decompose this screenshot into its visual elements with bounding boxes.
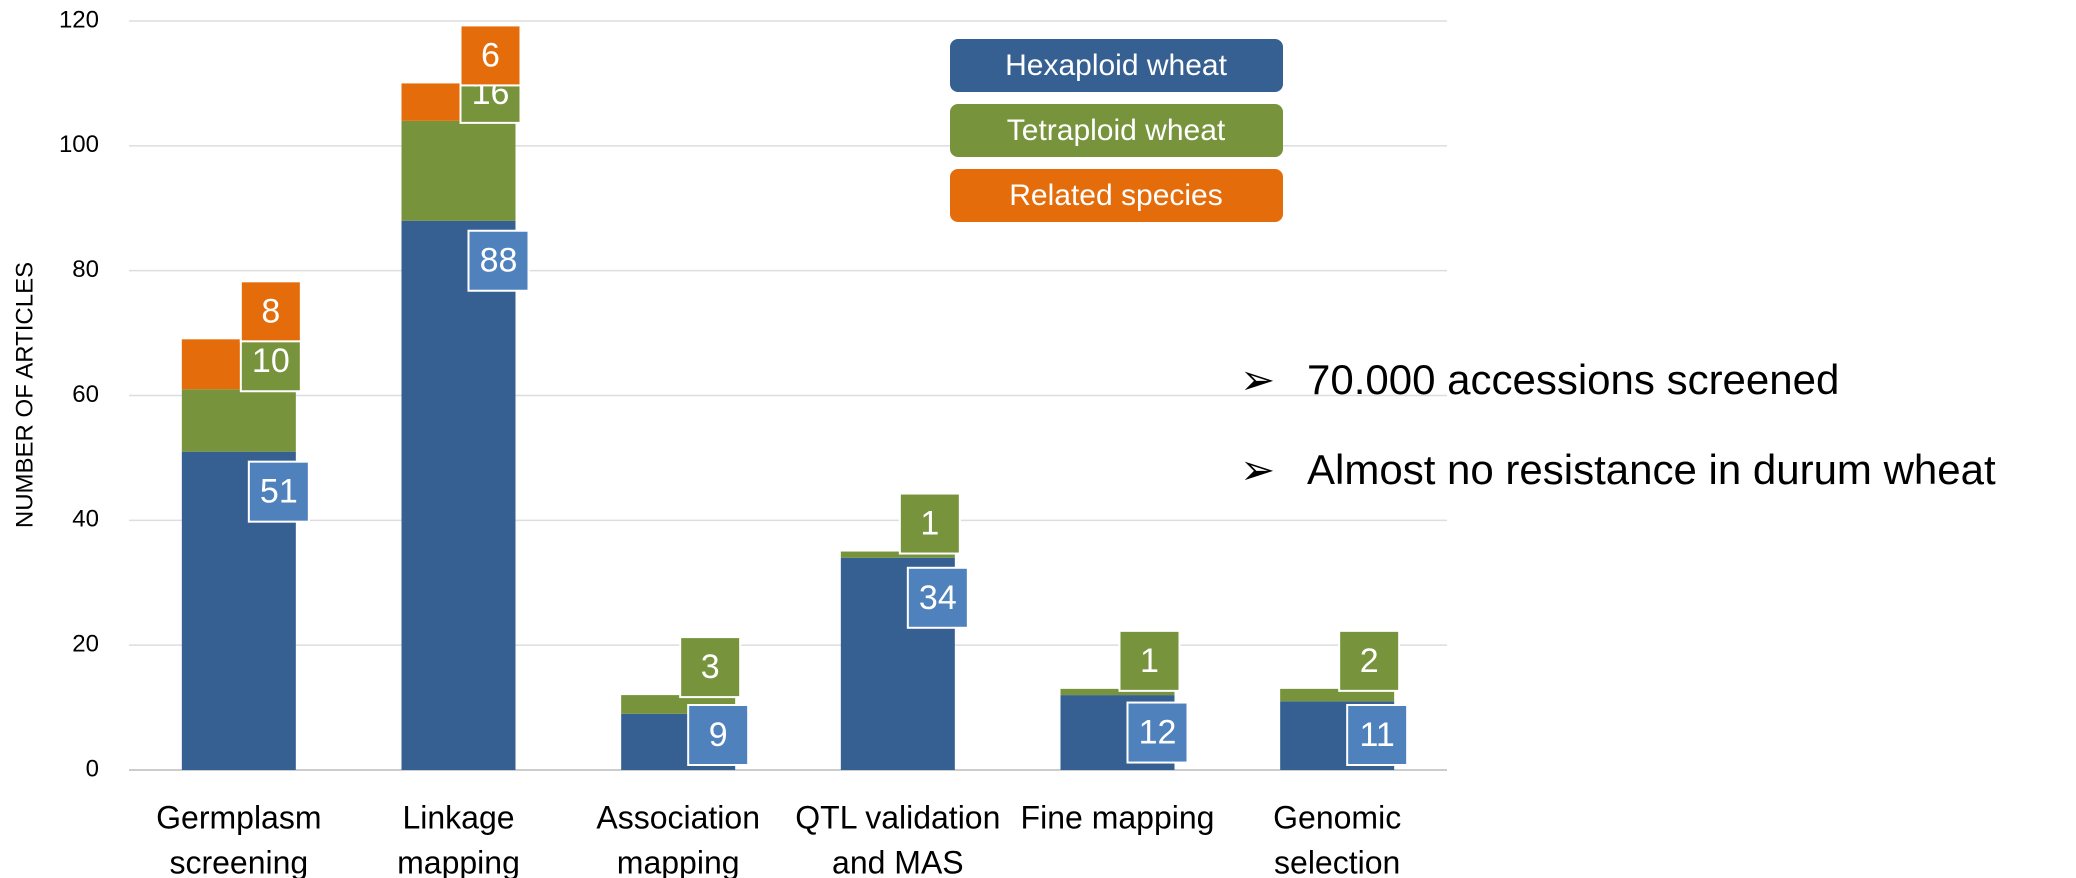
data-label-box [687,704,750,766]
x-tick-label: QTL validation [795,799,1000,835]
x-tick-label: and MAS [832,844,964,878]
data-label-box [1346,704,1409,766]
data-label-box [679,636,742,699]
data-label: 10 [252,342,290,380]
data-label-box [247,460,310,523]
y-tick-label: 100 [59,131,99,158]
legend-swatch [950,169,1283,222]
data-label-box [239,280,302,343]
y-tick-label: 80 [72,256,99,283]
data-label-box [467,229,530,292]
y-axis-label: NUMBER OF ARTICLES [11,262,38,528]
data-label-box [1126,701,1189,764]
legend-label: Tetraploid wheat [1007,114,1226,147]
data-label-box [1338,629,1401,692]
bullet-arrow: ➢ [1240,446,1275,493]
legend-swatch [950,104,1283,157]
y-tick-label: 40 [72,506,99,533]
legend-label: Hexaploid wheat [1005,49,1227,82]
x-tick-label: screening [169,844,308,878]
bar-segment [1060,688,1175,696]
legend-swatch [950,39,1283,92]
y-tick-label: 60 [72,381,99,408]
data-label: 2 [1360,642,1379,680]
bar-segment [1280,688,1395,702]
data-label-box [906,566,969,629]
data-label: 12 [1139,714,1177,752]
x-tick-label: Fine mapping [1021,799,1215,835]
annotation: Almost no resistance in durum wheat [1307,446,1996,493]
data-label: 34 [919,579,957,617]
x-tick-label: mapping [397,844,520,878]
bar-segment [181,389,296,452]
data-label-box [459,24,522,87]
data-label-box [1118,629,1181,692]
x-tick-label: Genomic [1273,799,1401,835]
bar-segment [401,220,516,770]
y-tick-label: 120 [59,6,99,33]
bar-segment [401,120,516,221]
data-label: 11 [1360,716,1395,754]
data-label: 8 [261,292,280,330]
x-tick-label: selection [1274,844,1400,878]
data-label: 9 [709,716,728,754]
y-tick-label: 0 [86,755,99,782]
data-label: 1 [1140,642,1159,680]
data-label: 88 [480,242,518,280]
data-label-box [898,492,961,555]
bar-segment [840,551,955,558]
x-tick-label: Germplasm [156,799,321,835]
x-tick-label: Association [596,799,760,835]
x-tick-label: mapping [617,844,740,878]
data-label: 3 [701,648,720,686]
y-tick-label: 20 [72,631,99,658]
legend-label: Related species [1009,179,1222,212]
data-label: 51 [260,473,298,511]
data-label: 1 [920,505,939,543]
x-tick-label: Linkage [402,799,514,835]
data-label: 6 [481,36,500,74]
